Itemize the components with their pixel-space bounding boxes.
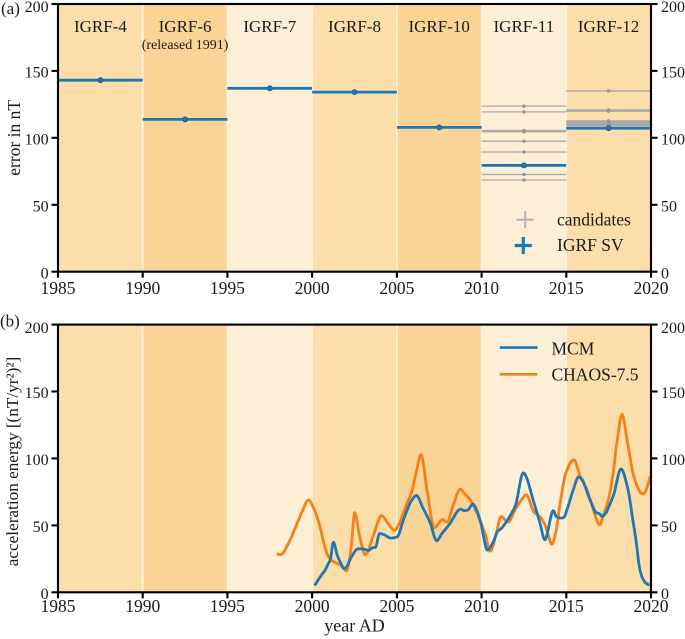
svg-text:2005: 2005 <box>379 596 414 616</box>
svg-text:150: 150 <box>25 65 49 82</box>
svg-text:100: 100 <box>661 452 685 469</box>
svg-text:2015: 2015 <box>549 278 584 298</box>
svg-text:MCM: MCM <box>552 338 595 358</box>
svg-text:2015: 2015 <box>549 596 584 616</box>
svg-text:200: 200 <box>25 320 49 337</box>
svg-text:50: 50 <box>33 519 49 536</box>
svg-text:200: 200 <box>661 0 685 16</box>
svg-text:(released 1991): (released 1991) <box>142 38 229 53</box>
svg-text:1995: 1995 <box>210 278 245 298</box>
svg-text:1985: 1985 <box>41 278 76 298</box>
svg-text:IGRF-12: IGRF-12 <box>578 17 639 36</box>
svg-text:100: 100 <box>661 131 685 148</box>
svg-text:1995: 1995 <box>210 596 245 616</box>
svg-text:200: 200 <box>25 0 49 16</box>
svg-text:IGRF-6: IGRF-6 <box>159 17 212 36</box>
svg-text:100: 100 <box>25 452 49 469</box>
svg-text:2010: 2010 <box>464 278 499 298</box>
svg-text:0: 0 <box>41 586 49 603</box>
svg-text:150: 150 <box>661 65 685 82</box>
svg-text:IGRF-8: IGRF-8 <box>328 17 381 36</box>
svg-text:100: 100 <box>25 131 49 148</box>
svg-text:1990: 1990 <box>125 596 160 616</box>
svg-text:1985: 1985 <box>41 596 76 616</box>
svg-text:2000: 2000 <box>295 278 330 298</box>
svg-text:2020: 2020 <box>634 596 669 616</box>
svg-text:150: 150 <box>661 385 685 402</box>
svg-text:(b): (b) <box>0 312 20 331</box>
svg-text:2005: 2005 <box>379 278 414 298</box>
svg-text:1990: 1990 <box>125 278 160 298</box>
svg-text:0: 0 <box>41 265 49 282</box>
svg-text:error in nT: error in nT <box>4 100 24 176</box>
svg-text:50: 50 <box>661 198 677 215</box>
svg-text:IGRF-10: IGRF-10 <box>408 17 469 36</box>
svg-text:candidates: candidates <box>557 210 631 230</box>
svg-text:0: 0 <box>661 586 669 603</box>
svg-text:acceleration energy [(nT/yr²)²: acceleration energy [(nT/yr²)²] <box>3 357 22 566</box>
svg-text:200: 200 <box>661 320 685 337</box>
svg-text:(a): (a) <box>1 0 20 18</box>
svg-text:50: 50 <box>33 198 49 215</box>
svg-text:0: 0 <box>661 265 669 282</box>
svg-text:2000: 2000 <box>295 596 330 616</box>
svg-text:CHAOS-7.5: CHAOS-7.5 <box>552 365 639 385</box>
svg-text:IGRF-4: IGRF-4 <box>74 17 127 36</box>
svg-text:150: 150 <box>25 385 49 402</box>
svg-text:2010: 2010 <box>464 596 499 616</box>
svg-text:IGRF SV: IGRF SV <box>557 235 624 255</box>
svg-text:IGRF-11: IGRF-11 <box>494 17 555 36</box>
svg-text:IGRF-7: IGRF-7 <box>243 17 296 36</box>
svg-text:50: 50 <box>661 519 677 536</box>
svg-text:2020: 2020 <box>634 278 669 298</box>
svg-text:year AD: year AD <box>324 616 384 636</box>
